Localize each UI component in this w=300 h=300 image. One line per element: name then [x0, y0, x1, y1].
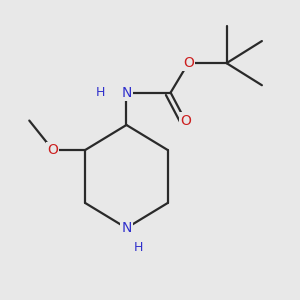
Text: H: H: [95, 86, 105, 99]
Text: O: O: [47, 143, 58, 157]
Text: N: N: [121, 85, 132, 100]
Text: O: O: [183, 56, 194, 70]
Text: N: N: [121, 221, 132, 235]
Text: O: O: [180, 114, 191, 128]
Text: H: H: [134, 241, 143, 254]
